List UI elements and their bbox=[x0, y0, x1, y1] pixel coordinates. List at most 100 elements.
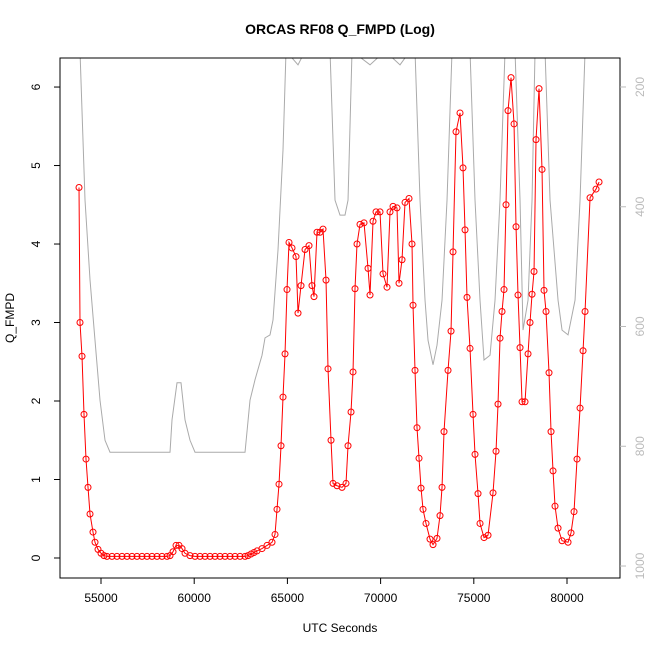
data-point bbox=[452, 128, 460, 136]
data-point bbox=[595, 178, 603, 186]
data-point bbox=[492, 447, 500, 455]
data-point bbox=[369, 217, 377, 225]
data-point bbox=[463, 293, 471, 301]
data-point bbox=[285, 238, 293, 246]
data-point bbox=[507, 74, 515, 82]
data-point bbox=[186, 552, 194, 560]
data-point bbox=[338, 483, 346, 491]
data-point bbox=[169, 548, 177, 556]
data-point bbox=[496, 334, 504, 342]
data-point bbox=[319, 225, 327, 233]
data-point bbox=[466, 344, 474, 352]
data-point bbox=[570, 508, 578, 516]
data-point bbox=[324, 365, 332, 373]
y-tick-label: 6 bbox=[29, 83, 43, 90]
x-tick-label: 75000 bbox=[457, 591, 491, 605]
data-point bbox=[275, 480, 283, 488]
data-point bbox=[82, 455, 90, 463]
data-point bbox=[474, 490, 482, 498]
data-point bbox=[91, 538, 99, 546]
data-point bbox=[379, 270, 387, 278]
data-point bbox=[100, 552, 108, 560]
data-point bbox=[409, 301, 417, 309]
data-point bbox=[436, 512, 444, 520]
data-point bbox=[413, 424, 421, 432]
data-point bbox=[89, 528, 97, 536]
data-point bbox=[417, 484, 425, 492]
data-point bbox=[438, 483, 446, 491]
data-point bbox=[301, 246, 309, 254]
data-point bbox=[75, 184, 83, 192]
data-point bbox=[211, 552, 219, 560]
data-point bbox=[576, 404, 584, 412]
data-point bbox=[283, 286, 291, 294]
y-tick-label: 4 bbox=[29, 240, 43, 247]
plot-frame bbox=[59, 57, 621, 579]
data-point bbox=[347, 408, 355, 416]
data-point bbox=[360, 219, 368, 227]
data-point bbox=[422, 519, 430, 527]
data-point bbox=[273, 505, 281, 513]
data-point bbox=[494, 400, 502, 408]
y-tick-label: 0 bbox=[29, 554, 43, 561]
data-point bbox=[148, 552, 156, 560]
data-point bbox=[551, 502, 559, 510]
data-point bbox=[480, 534, 488, 542]
data-point bbox=[538, 165, 546, 173]
data-point bbox=[440, 428, 448, 436]
data-point bbox=[383, 283, 391, 291]
data-point bbox=[510, 120, 518, 128]
data-point bbox=[429, 541, 437, 549]
data-point bbox=[163, 552, 171, 560]
data-point bbox=[512, 223, 520, 231]
data-line bbox=[78, 77, 600, 557]
data-point bbox=[327, 436, 335, 444]
data-point bbox=[279, 393, 287, 401]
x-tick-label: 65000 bbox=[271, 591, 305, 605]
data-point bbox=[241, 552, 249, 560]
data-point bbox=[216, 552, 224, 560]
data-point bbox=[516, 344, 524, 352]
data-point bbox=[521, 398, 529, 406]
chart-title: ORCAS RF08 Q_FMPD (Log) bbox=[245, 21, 435, 37]
data-point bbox=[376, 208, 384, 216]
data-point bbox=[138, 552, 146, 560]
data-point bbox=[353, 240, 361, 248]
data-point bbox=[426, 535, 434, 543]
data-point bbox=[201, 552, 209, 560]
data-point bbox=[206, 552, 214, 560]
data-point bbox=[310, 293, 318, 301]
data-point bbox=[564, 538, 572, 546]
data-point bbox=[294, 309, 302, 317]
data-point bbox=[277, 442, 285, 450]
y2-tick-label: 400 bbox=[633, 196, 647, 216]
data-point bbox=[271, 530, 279, 538]
data-point bbox=[366, 291, 374, 299]
data-point bbox=[500, 286, 508, 294]
y-tick-label: 3 bbox=[29, 319, 43, 326]
data-point bbox=[419, 505, 427, 513]
y-tick-label: 5 bbox=[29, 162, 43, 169]
y-axis-label: Q_FMPD bbox=[3, 293, 17, 343]
data-point bbox=[108, 552, 116, 560]
data-point bbox=[545, 369, 553, 377]
data-point bbox=[415, 454, 423, 462]
data-point bbox=[524, 350, 532, 358]
data-point bbox=[405, 194, 413, 202]
x-tick-label: 70000 bbox=[364, 591, 398, 605]
data-line bbox=[79, 58, 586, 453]
y2-tick-label: 200 bbox=[633, 77, 647, 97]
data-point bbox=[586, 194, 594, 202]
y-tick-label: 1 bbox=[29, 476, 43, 483]
data-point bbox=[514, 291, 522, 299]
data-point bbox=[476, 519, 484, 527]
data-point bbox=[158, 552, 166, 560]
data-point bbox=[554, 524, 562, 532]
data-point bbox=[268, 538, 276, 546]
data-point bbox=[528, 290, 536, 298]
data-point bbox=[504, 107, 512, 115]
data-point bbox=[356, 220, 364, 228]
data-point bbox=[123, 552, 131, 560]
data-point bbox=[461, 226, 469, 234]
